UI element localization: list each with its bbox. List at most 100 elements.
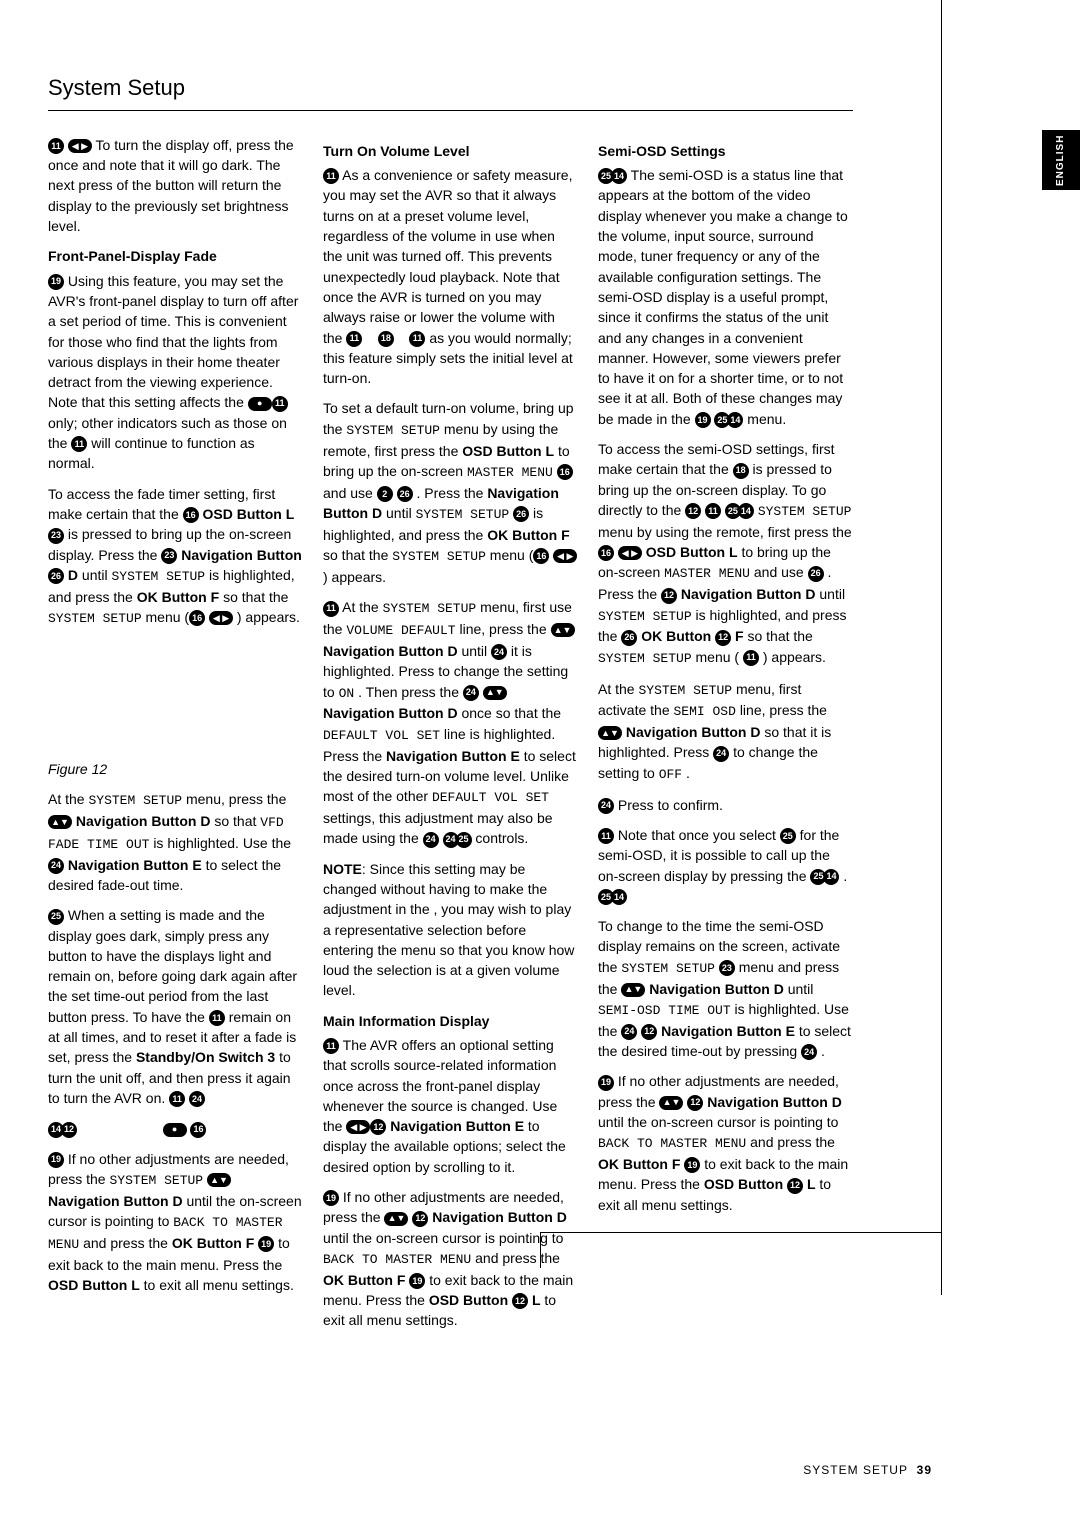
badge-25-icon: 25 (714, 412, 730, 428)
badge-11-icon: 11 (705, 503, 721, 519)
text: . (821, 1043, 825, 1059)
text: to exit all menu settings. (144, 1277, 294, 1293)
para-sosd-1: 2514 The semi-OSD is a status line that … (598, 165, 853, 429)
badge-11-icon: 11 (48, 138, 64, 154)
heading-sosd: Semi-OSD Settings (598, 141, 853, 161)
letter-D: D (200, 813, 210, 829)
text: until (386, 505, 416, 521)
badge-12-icon: 12 (687, 1095, 703, 1111)
heading-fpd: Front-Panel-Display Fade (48, 246, 303, 266)
menu-system-setup: SYSTEM SETUP (88, 793, 182, 808)
para-sosd-4: 24 Press to confirm. (598, 795, 853, 815)
badge-25-icon: 25 (598, 168, 614, 184)
pill-lr-icon: ◀ ▶ (553, 549, 577, 563)
text: so that the (323, 547, 392, 563)
text: . (686, 765, 690, 781)
pill-ud-icon: ▲▼ (48, 815, 72, 829)
page-footer: SYSTEM SETUP 39 (803, 1462, 932, 1479)
pill-lr-icon: ◀ ▶ (209, 611, 233, 625)
outer-vline (941, 0, 942, 1295)
text: until (461, 643, 491, 659)
ok-button-label: OK Button (137, 589, 211, 605)
badge-12-icon: 12 (715, 630, 731, 646)
letter-D: D (805, 586, 815, 602)
num-3: 3 (267, 1049, 275, 1065)
menu-system-setup: SYSTEM SETUP (111, 569, 205, 584)
nav-button-label: Navigation Button (681, 586, 805, 602)
badge-11-icon: 11 (71, 436, 87, 452)
columns: 11 ◀ ▶ To turn the display off, press th… (48, 135, 853, 1341)
text: ) appears. (237, 609, 300, 625)
text: so that the (747, 628, 812, 644)
text: menu (739, 959, 778, 975)
osd-button-label: OSD Button (203, 506, 286, 522)
pill-ud-icon: ▲▼ (207, 1173, 231, 1187)
badge-19-icon: 19 (48, 274, 64, 290)
text: menu ( (696, 649, 740, 665)
text: and press the (750, 1134, 835, 1150)
text: once so that the (461, 705, 561, 721)
para-fpd-2: To access the fade timer setting, first … (48, 484, 303, 629)
menu-system-setup: SYSTEM SETUP (638, 683, 732, 698)
nav-button-label: Navigation Button (390, 1118, 514, 1134)
menu-semi-osd-timeout: SEMI-OSD TIME OUT (598, 1003, 731, 1018)
badge-16-icon: 16 (598, 545, 614, 561)
para-sosd-2: To access the semi-OSD settings, first m… (598, 439, 853, 668)
letter-L: L (807, 1176, 816, 1192)
text: line, press the (459, 621, 550, 637)
letter-E: E (786, 1023, 795, 1039)
para-col1-14-12: 1412 ● 16 (48, 1118, 303, 1138)
text: until (819, 586, 845, 602)
nav-button-label: Navigation Button (432, 1209, 556, 1225)
pill-dot-icon: ● (163, 1123, 187, 1137)
text: controls. (475, 830, 528, 846)
para-tov-0: 11 As a convenience or safety measure, y… (323, 165, 578, 388)
badge-19-icon: 19 (323, 1190, 339, 1206)
letter-L: L (286, 506, 295, 522)
para-display-off: 11 ◀ ▶ To turn the display off, press th… (48, 135, 303, 236)
nav-button-label: Navigation Button (181, 547, 302, 563)
text: menu by using the remote, first press th… (598, 524, 852, 540)
osd-button-label: OSD Button (48, 1277, 131, 1293)
badge-25-icon: 25 (780, 828, 796, 844)
badge-11-icon: 11 (209, 1010, 225, 1026)
badge-18-icon: 18 (733, 463, 749, 479)
para-note: NOTE: Since this setting may be changed … (323, 859, 578, 1001)
letter-D: D (68, 567, 78, 583)
nav-button-label: Navigation Button (68, 857, 192, 873)
badge-14-icon: 14 (48, 1122, 64, 1138)
osd-button-label: OSD Button (646, 544, 729, 560)
column-1: 11 ◀ ▶ To turn the display off, press th… (48, 135, 303, 1341)
pill-dot-icon: ● (248, 397, 272, 411)
badge-23-icon: 23 (719, 960, 735, 976)
menu-master-menu: MASTER MENU (467, 465, 553, 480)
nav-button-label: Navigation Button (707, 1094, 831, 1110)
nav-button-label: Navigation Button (76, 813, 200, 829)
text: . Press the (417, 485, 488, 501)
letter-D: D (774, 981, 784, 997)
text: and press the (83, 1235, 172, 1251)
letter-D: D (750, 724, 760, 740)
letter-F: F (246, 1235, 255, 1251)
menu-system-setup: SYSTEM SETUP (109, 1173, 203, 1188)
badge-11-icon: 11 (272, 396, 288, 412)
para-mid-2: 19 If no other adjustments are needed, p… (323, 1187, 578, 1331)
footer-label: SYSTEM SETUP (803, 1463, 908, 1477)
text: menu ( (146, 609, 190, 625)
badge-19-icon: 19 (409, 1273, 425, 1289)
badge-11-icon: 11 (598, 828, 614, 844)
letter-D: D (172, 1193, 182, 1209)
badge-11-icon: 11 (323, 1038, 339, 1054)
para-25: 25 When a setting is made and the displa… (48, 905, 303, 1108)
badge-24-icon: 24 (443, 832, 459, 848)
osd-button-label: OSD Button (429, 1292, 512, 1308)
menu-master-menu: MASTER MENU (664, 566, 750, 581)
text: When a setting is made and the display g… (48, 907, 297, 1024)
badge-11-icon: 11 (323, 601, 339, 617)
letter-D: D (372, 505, 382, 521)
text: until (788, 981, 814, 997)
osd-button-label: OSD Button (704, 1176, 787, 1192)
text: Press (618, 797, 658, 813)
letter-D: D (447, 643, 457, 659)
ok-button-label: OK Button (641, 628, 715, 644)
